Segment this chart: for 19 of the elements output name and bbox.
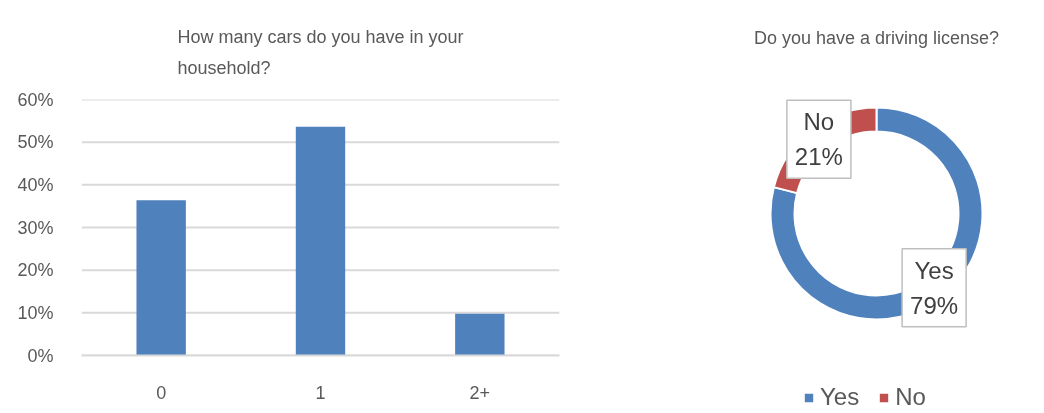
y-tick-label: 20% — [17, 260, 54, 281]
x-tick-label: 0 — [156, 382, 167, 403]
y-tick-label: 40% — [17, 174, 54, 195]
y-tick-label: 50% — [17, 132, 54, 153]
data-label: No 21% — [794, 108, 843, 171]
x-tick-label: 2+ — [469, 382, 491, 403]
y-tick-label: 30% — [17, 217, 54, 238]
chart-title: How many cars do you have in your household? — [177, 26, 464, 78]
bar — [136, 200, 186, 356]
data-label: Yes 79% — [910, 256, 959, 319]
x-tick-label: 1 — [315, 382, 326, 403]
y-tick-label: 60% — [17, 89, 54, 110]
legend-label: Yes — [820, 383, 860, 411]
y-tick-label: 0% — [27, 345, 54, 366]
bar — [295, 126, 346, 356]
bar — [455, 313, 505, 356]
chart-title: Do you have a driving license? — [753, 27, 1000, 48]
legend-label: No — [895, 383, 926, 411]
y-tick-label: 10% — [17, 302, 54, 323]
